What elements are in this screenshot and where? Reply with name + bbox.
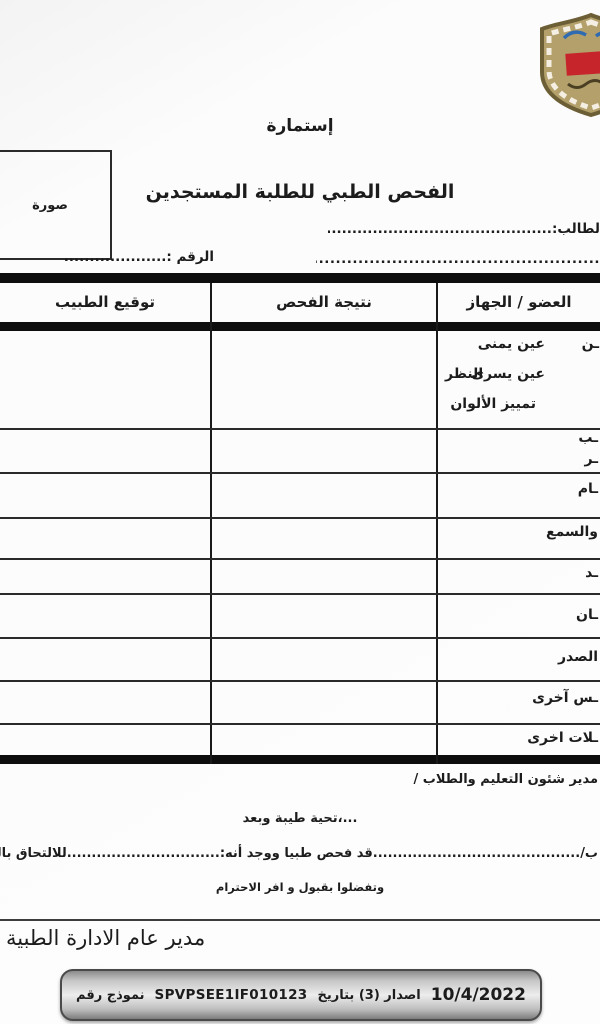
number-dotted-line: ........................ (64, 249, 167, 265)
header-doctor-signature: توقيع الطبيب (55, 293, 155, 311)
form-subtitle: الفحص الطبي للطلبة المستجدين (145, 181, 455, 203)
student-label: لطالب: (551, 221, 600, 237)
table-header-border (0, 322, 600, 331)
issue-date: 10/4/2022 (430, 985, 526, 1005)
table-bottom-border (0, 755, 600, 764)
statement-prefix: ب/ (580, 846, 598, 861)
organ-row4-hearing: والسمع (546, 524, 598, 540)
table-row-line (0, 472, 600, 474)
table-row-line (0, 517, 600, 519)
statement-end: للالتحاق بالكلية (0, 846, 67, 861)
student-dotted-line: ........................................… (328, 221, 552, 237)
organ-row9-other-tests: ـلات اخرى (527, 730, 598, 746)
organ-row1-color-discrimination: تمييز الألوان (450, 396, 536, 412)
medical-director-signature: مدير عام الادارة الطبية (6, 926, 206, 950)
footer-divider (0, 919, 600, 921)
table-column-divider (210, 283, 212, 764)
organ-row1-fragment: ـن (581, 336, 599, 352)
table-row-line (0, 593, 600, 595)
number-field: الرقم :........................ (64, 249, 214, 265)
table-row-line (0, 428, 600, 430)
issue-label: اصدار (3) بتاريخ (317, 987, 421, 1003)
table-row-line (0, 680, 600, 682)
organ-row1-vision-label: النظر (445, 366, 484, 382)
header-organ-system: العضو / الجهاز (466, 293, 572, 311)
second-dotted-line: ........................................… (316, 251, 600, 267)
number-label: الرقم : (166, 249, 214, 265)
table-row-line (0, 558, 600, 560)
organ-row6-fragment: ـان (576, 607, 598, 623)
greeting-line: تحية طيبة وبعد،... (242, 811, 358, 826)
form-number-box: نموذج رقم SPVPSEE1IF010123 اصدار (3) بتا… (60, 969, 542, 1021)
table-top-border (0, 273, 600, 283)
table-row-line (0, 637, 600, 639)
organ-row3-fragment: ـام (577, 481, 598, 497)
respect-closing-line: وتفضلوا بقبول و افر الاحترام (215, 880, 385, 894)
organ-row5-fragment: ـد (585, 565, 598, 581)
form-title: إستمارة (266, 116, 334, 136)
crest-icon (540, 12, 600, 118)
college-crest-logo (536, 12, 600, 118)
organ-row8-other: ـس آخرى (532, 690, 598, 706)
statement-middle: قد فحص طبيا ووجد أنه: (219, 846, 373, 861)
organ-row7-chest: الصدر (558, 649, 598, 665)
table-column-divider (436, 283, 438, 764)
organ-row1-left-eye: عين يسرى (471, 366, 545, 382)
organ-row2-fragment-a: ـب (578, 430, 598, 446)
student-name-field: لطالب:..................................… (328, 221, 600, 237)
photo-box: صورة (0, 150, 112, 260)
organ-row1-right-eye: عين يمنى (477, 336, 545, 352)
table-row-line (0, 723, 600, 725)
photo-box-label: صورة (32, 197, 68, 213)
examination-statement: ب/......................................… (0, 846, 600, 861)
form-number-label: نموذج رقم (76, 987, 145, 1003)
header-exam-result: نتيجة الفحص (276, 293, 372, 311)
form-code: SPVPSEE1IF010123 (154, 987, 308, 1003)
organ-row2-fragment-b: ـر (584, 451, 599, 467)
education-students-director-line: / مدير شئون التعليم والطلاب (413, 772, 598, 787)
